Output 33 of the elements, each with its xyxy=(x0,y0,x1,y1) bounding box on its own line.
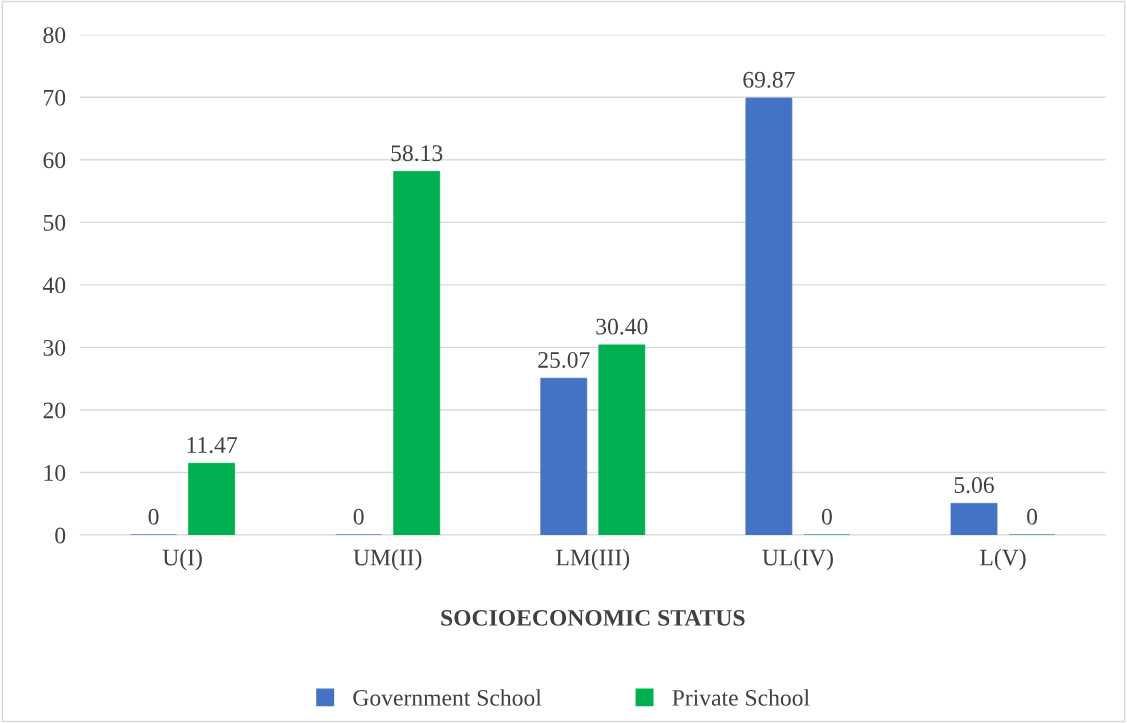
data-label: 0 xyxy=(1027,508,1038,525)
x-tick-label: L(V) xyxy=(980,548,1026,571)
bar xyxy=(393,171,441,536)
y-tick-label: 80 xyxy=(43,27,66,44)
bar xyxy=(745,97,793,536)
data-label: 25.07 xyxy=(538,351,590,368)
data-label: 0 xyxy=(353,508,364,525)
legend-label: Private School xyxy=(672,689,810,706)
bar xyxy=(540,377,588,536)
bar xyxy=(950,502,998,536)
legend-label: Government School xyxy=(353,689,542,706)
y-tick-label: 60 xyxy=(43,152,66,169)
x-tick-label: UM(II) xyxy=(353,548,422,571)
data-label: 0 xyxy=(148,508,159,525)
bar xyxy=(598,344,646,536)
y-tick-label: 30 xyxy=(43,339,66,356)
data-label: 0 xyxy=(821,508,832,525)
data-label: 30.40 xyxy=(596,318,648,335)
y-tick-label: 10 xyxy=(44,464,66,481)
y-tick-label: 40 xyxy=(42,277,66,294)
x-axis-title: SOCIOECONOMIC STATUS xyxy=(441,609,745,626)
data-label: 5.06 xyxy=(954,477,994,494)
data-label: 58.13 xyxy=(391,145,443,162)
y-tick-label: 20 xyxy=(43,402,66,419)
data-label: 69.87 xyxy=(743,71,795,88)
x-tick-label: LM(III) xyxy=(556,548,630,571)
data-label: 11.47 xyxy=(187,437,238,454)
bar xyxy=(188,462,235,536)
x-tick-label: UL(IV) xyxy=(762,548,833,571)
y-tick-label: 0 xyxy=(55,527,66,544)
y-tick-label: 70 xyxy=(44,89,66,106)
y-tick-label: 50 xyxy=(43,214,66,231)
x-tick-label: U(I) xyxy=(162,548,202,571)
